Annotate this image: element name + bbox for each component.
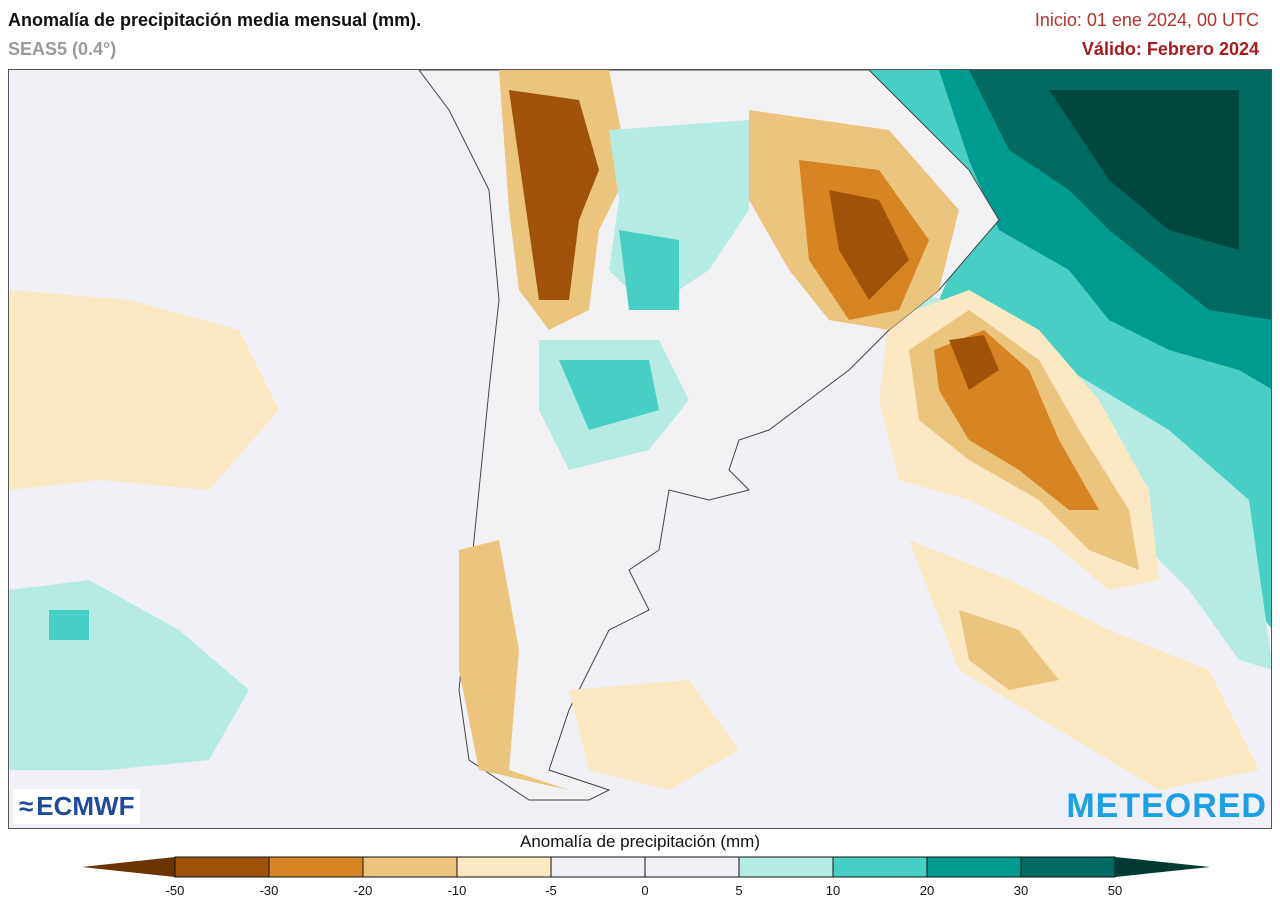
colorbar-segment — [1020, 856, 1116, 878]
colorbar-segment — [644, 856, 740, 878]
colorbar-segment — [832, 856, 928, 878]
colorbar — [82, 856, 1210, 878]
dry-region-southeast-brazil-core — [829, 190, 909, 300]
colorbar-segment — [926, 856, 1022, 878]
colorbar-segment — [268, 856, 364, 878]
wet-patch-pacific — [49, 610, 89, 640]
dry-region-andes-core — [509, 90, 599, 300]
model-subtitle: SEAS5 (0.4°) — [8, 39, 117, 59]
colorbar-tick-label: 30 — [1013, 883, 1029, 898]
colorbar-extend-high — [1115, 857, 1210, 877]
dry-patch-south-atlantic — [959, 610, 1059, 690]
dry-region-pacific — [9, 290, 279, 490]
meteored-logo: METEORED — [1066, 787, 1267, 825]
ecmwf-logo: ≈ ECMWF — [13, 789, 141, 824]
colorbar-tick-label: -10 — [447, 883, 467, 898]
colorbar-tick-label: 0 — [641, 883, 649, 898]
colorbar-tick-label: 50 — [1107, 883, 1123, 898]
ecmwf-wave-icon: ≈ — [19, 791, 34, 821]
colorbar-title: Anomalía de precipitación (mm) — [520, 832, 760, 851]
ecmwf-logo-text: ECMWF — [36, 791, 135, 821]
colorbar-segment — [362, 856, 458, 878]
precipitation-anomaly-map: ≈ ECMWF METEORED — [8, 69, 1272, 829]
dry-region-atlantic-core — [949, 335, 999, 390]
wet-region-pacific-south — [9, 580, 249, 770]
colorbar-segment — [550, 856, 646, 878]
colorbar-extend-low — [82, 857, 175, 877]
dry-region-south-atlantic — [909, 540, 1259, 790]
wet-patch-chaco — [619, 230, 679, 310]
wet-region-atlantic-core — [1049, 90, 1239, 250]
init-date: Inicio: 01 ene 2024, 00 UTC — [1034, 10, 1259, 30]
colorbar-tick-label: -30 — [259, 883, 279, 898]
anomaly-field — [9, 70, 1271, 801]
colorbar-tick-label: -20 — [353, 883, 373, 898]
colorbar-tick-label: 20 — [919, 883, 935, 898]
map-title: Anomalía de precipitación media mensual … — [8, 10, 422, 30]
colorbar-tick-label: -50 — [165, 883, 185, 898]
colorbar-segment — [456, 856, 552, 878]
colorbar-segment — [174, 856, 270, 878]
wet-patch-pampas — [559, 360, 659, 430]
colorbar-tick-label: 10 — [825, 883, 841, 898]
dry-region-falklands — [569, 680, 739, 790]
valid-period: Válido: Febrero 2024 — [1081, 39, 1259, 59]
colorbar-tick-label: -5 — [545, 883, 557, 898]
colorbar-segment — [738, 856, 834, 878]
dry-region-patagonia-coast — [459, 540, 569, 790]
colorbar-tick-label: 5 — [735, 883, 743, 898]
